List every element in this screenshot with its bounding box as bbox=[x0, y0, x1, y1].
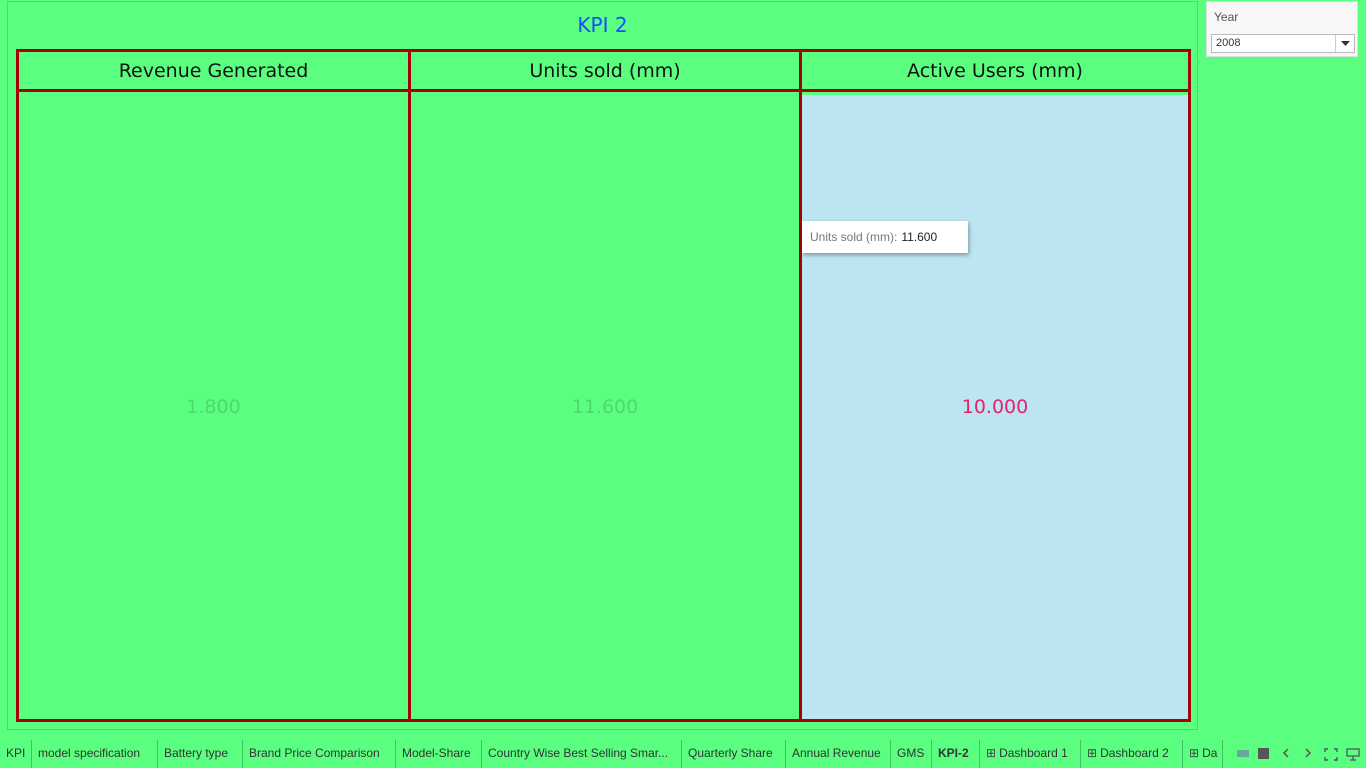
kpi-cell-units[interactable]: 11.600 bbox=[411, 95, 799, 719]
grid-icon: ⊞ bbox=[1189, 746, 1200, 760]
sheet-tab[interactable]: Quarterly Share bbox=[682, 740, 786, 768]
kpi-value-revenue: 1.800 bbox=[186, 396, 241, 418]
sheet-tab[interactable]: KPI bbox=[0, 740, 32, 768]
column-divider bbox=[799, 52, 802, 719]
year-filter: Year 2008 bbox=[1206, 1, 1358, 57]
next-sheet-icon[interactable] bbox=[1304, 748, 1312, 761]
sheet-tab[interactable]: Brand Price Comparison bbox=[243, 740, 396, 768]
sheet-tab[interactable]: ⊞ Da bbox=[1183, 740, 1223, 768]
column-divider bbox=[408, 52, 411, 719]
fullscreen-icon[interactable] bbox=[1324, 748, 1338, 764]
sheet-tab[interactable]: ⊞ Dashboard 1 bbox=[980, 740, 1081, 768]
presentation-mode-icon[interactable] bbox=[1346, 748, 1360, 764]
sheet-tab-label: Country Wise Best Selling Smar... bbox=[488, 746, 669, 760]
sheet-tab[interactable]: ⊞ Dashboard 2 bbox=[1081, 740, 1183, 768]
sheet-tab-label: model specification bbox=[38, 746, 141, 760]
column-header-users: Active Users (mm) bbox=[802, 52, 1188, 92]
sheet-tab[interactable]: GMS bbox=[891, 740, 932, 768]
sheet-tab-label: Model-Share bbox=[402, 746, 471, 760]
dashboard-area bbox=[7, 1, 1198, 730]
year-filter-label: Year bbox=[1214, 10, 1239, 24]
sheet-tab-label: Dashboard 2 bbox=[1100, 746, 1169, 760]
sheet-tab-label: KPI-2 bbox=[938, 746, 969, 760]
sheet-tab-label: Battery type bbox=[164, 746, 229, 760]
sheet-tab-label: KPI bbox=[6, 746, 26, 760]
tooltip: Units sold (mm): 11.600 bbox=[802, 221, 968, 253]
sheet-tab-label: GMS bbox=[897, 746, 925, 760]
grid-icon: ⊞ bbox=[1087, 746, 1098, 760]
sheet-tab[interactable]: Country Wise Best Selling Smar... bbox=[482, 740, 682, 768]
sheet-tab-label: Brand Price Comparison bbox=[249, 746, 380, 760]
sheet-tab[interactable]: Battery type bbox=[158, 740, 243, 768]
kpi-cell-users[interactable]: 10.000 bbox=[802, 95, 1188, 719]
sheet-tab[interactable]: Annual Revenue bbox=[786, 740, 891, 768]
sheet-tab[interactable]: Model-Share bbox=[396, 740, 482, 768]
sheet-tab-label: Quarterly Share bbox=[688, 746, 773, 760]
year-select[interactable]: 2008 bbox=[1211, 34, 1355, 53]
dashboard-title: KPI 2 bbox=[577, 13, 628, 37]
show-filmstrip-icon[interactable] bbox=[1237, 748, 1249, 761]
tooltip-label: Units sold (mm): bbox=[810, 230, 898, 244]
previous-sheet-icon[interactable] bbox=[1282, 748, 1290, 761]
sheet-tabs: KPI model specification Battery type Brand … bbox=[0, 740, 1366, 768]
sheet-tab-label: Annual Revenue bbox=[792, 746, 881, 760]
kpi-cell-revenue[interactable]: 1.800 bbox=[19, 95, 408, 719]
show-tabs-icon[interactable] bbox=[1258, 748, 1270, 763]
kpi-value-units: 11.600 bbox=[571, 396, 639, 418]
kpi-value-users: 10.000 bbox=[961, 396, 1029, 418]
column-header-revenue: Revenue Generated bbox=[19, 52, 408, 92]
sheet-tab[interactable]: model specification bbox=[32, 740, 158, 768]
chevron-down-icon[interactable] bbox=[1335, 35, 1354, 52]
tooltip-value: 11.600 bbox=[901, 230, 938, 244]
sheet-tab-label: Dashboard 1 bbox=[999, 746, 1068, 760]
sheet-tab-label: Da bbox=[1202, 746, 1218, 760]
kpi-table: Revenue Generated Units sold (mm) Active… bbox=[16, 49, 1191, 722]
grid-icon: ⊞ bbox=[986, 746, 997, 760]
sheet-tab[interactable]: KPI-2 bbox=[932, 740, 980, 768]
column-header-units: Units sold (mm) bbox=[411, 52, 799, 92]
year-selected-value: 2008 bbox=[1216, 37, 1241, 49]
